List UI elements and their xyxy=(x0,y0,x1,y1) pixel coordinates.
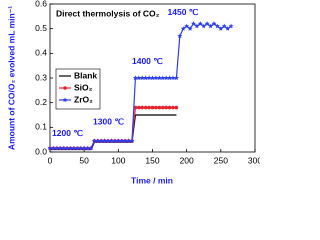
data-point xyxy=(187,26,193,31)
data-point xyxy=(61,145,67,151)
data-point xyxy=(221,23,227,29)
data-point xyxy=(112,138,118,143)
data-point xyxy=(126,138,132,143)
data-point xyxy=(50,145,56,151)
data-point xyxy=(174,105,179,110)
data-point xyxy=(146,75,152,81)
data-point xyxy=(115,138,121,143)
data-point xyxy=(109,138,114,143)
data-point xyxy=(201,23,207,29)
data-point xyxy=(143,105,148,110)
data-point xyxy=(95,138,101,143)
data-point xyxy=(78,145,84,151)
data-point xyxy=(102,138,108,143)
data-point xyxy=(160,75,166,81)
data-point xyxy=(214,23,220,29)
data-point xyxy=(157,105,162,110)
data-point xyxy=(194,23,200,29)
data-point xyxy=(139,75,145,81)
legend-marker xyxy=(63,86,67,90)
data-point xyxy=(150,75,155,81)
data-point xyxy=(85,145,91,151)
y-tick-label: 0.1 xyxy=(35,122,47,132)
y-tick-label: 0.4 xyxy=(35,48,47,58)
data-point xyxy=(47,145,53,151)
data-point xyxy=(211,21,217,26)
x-tick-label: 150 xyxy=(145,155,159,165)
annotation: 1200 ℃ xyxy=(52,128,83,138)
data-point xyxy=(88,145,94,151)
x-tick-label: 200 xyxy=(180,155,194,165)
data-point xyxy=(143,75,149,81)
data-point xyxy=(170,75,176,81)
legend-marker xyxy=(62,97,68,103)
y-tick-label: 0.0 xyxy=(35,146,47,156)
x-tick-label: 50 xyxy=(79,155,89,165)
data-point xyxy=(71,145,77,151)
data-point xyxy=(208,23,214,29)
data-point xyxy=(91,138,97,143)
data-point xyxy=(225,26,231,31)
data-point xyxy=(57,145,63,151)
legend-label: SiO₂ xyxy=(74,82,93,92)
x-tick-label: 0 xyxy=(48,155,53,165)
data-point xyxy=(204,21,210,26)
data-point xyxy=(147,105,151,110)
annotation: 1450 ℃ xyxy=(168,7,199,17)
x-tick-label: 300 xyxy=(248,155,260,165)
data-point xyxy=(154,105,158,110)
y-tick-label: 0.5 xyxy=(35,23,47,33)
data-point xyxy=(167,105,172,110)
x-axis-label: Time / min xyxy=(131,175,173,185)
y-axis-label: Amount of CO/O₂ evolved mL min⁻¹ xyxy=(6,6,16,150)
data-point xyxy=(177,33,183,39)
data-point xyxy=(136,75,142,81)
y-tick-label: 0.2 xyxy=(35,97,47,107)
data-point xyxy=(184,23,190,29)
y-tick-label: 0.6 xyxy=(35,0,47,8)
data-point xyxy=(132,75,138,81)
data-point xyxy=(105,138,111,143)
data-point xyxy=(119,138,125,143)
data-point xyxy=(191,21,196,26)
data-point xyxy=(197,21,203,26)
data-point xyxy=(171,105,175,110)
data-point xyxy=(180,26,186,31)
data-point xyxy=(164,105,168,110)
data-point xyxy=(160,105,165,110)
chart: Amount of CO/O₂ evolved mL min⁻¹ Time / … xyxy=(6,0,260,185)
legend-label: ZrO₂ xyxy=(74,94,93,104)
legend-label: Blank xyxy=(74,70,97,80)
data-point xyxy=(133,105,138,110)
data-point xyxy=(98,138,104,143)
data-point xyxy=(153,75,159,81)
series-2 xyxy=(47,21,234,151)
data-point xyxy=(150,105,155,110)
y-tick-label: 0.3 xyxy=(35,72,47,82)
data-point xyxy=(68,145,73,151)
annotation: 1400 ℃ xyxy=(132,56,163,66)
data-point xyxy=(122,138,128,143)
data-point xyxy=(156,75,162,81)
x-tick-label: 250 xyxy=(214,155,228,165)
data-point xyxy=(228,23,234,29)
data-point xyxy=(54,145,60,151)
annotation: 1300 ℃ xyxy=(93,117,124,127)
data-point xyxy=(218,26,224,31)
data-point xyxy=(129,138,135,143)
data-point xyxy=(137,105,141,110)
data-point xyxy=(167,75,173,81)
data-point xyxy=(163,75,169,81)
data-point xyxy=(81,145,87,151)
data-point xyxy=(74,145,80,151)
data-point xyxy=(140,105,145,110)
x-tick-label: 100 xyxy=(111,155,125,165)
data-point xyxy=(173,75,179,81)
data-point xyxy=(64,145,70,151)
chart-title: Direct thermolysis of CO₂ xyxy=(56,8,160,18)
